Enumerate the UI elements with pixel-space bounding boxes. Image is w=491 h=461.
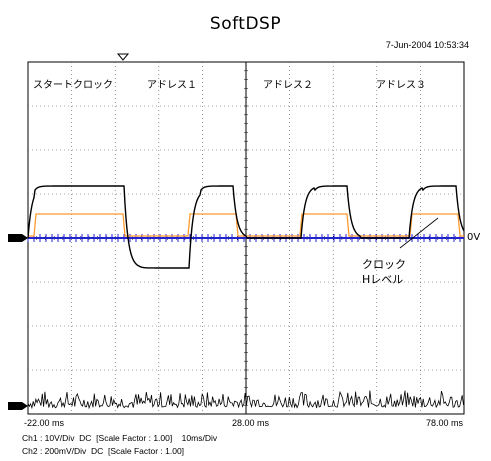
timestamp: 7-Jun-2004 10:53:34 <box>385 40 469 50</box>
label-address-3: アドレス３ <box>376 80 426 91</box>
time-right: 78.00 ms <box>426 418 464 428</box>
time-left: -22.00 ms <box>24 418 65 428</box>
label-address-1: アドレス１ <box>147 80 197 91</box>
ch1-trace <box>27 185 465 269</box>
label-zero-volt: 0V <box>467 232 481 243</box>
app-title: SoftDSP <box>209 14 282 34</box>
ch2-ground-marker-icon[interactable] <box>8 402 28 410</box>
ch2-noise-trace <box>27 390 464 410</box>
ch1-settings: Ch1 : 10V/Div DC [Scale Factor : 1.00] 1… <box>22 433 218 443</box>
label-clock: クロック <box>362 258 406 271</box>
ch2-trace <box>28 213 464 237</box>
label-h-level: Hレベル <box>362 273 404 286</box>
time-center: 28.00 ms <box>232 418 270 428</box>
label-address-2: アドレス２ <box>263 80 313 91</box>
label-start-clock: スタートクロック <box>33 80 113 91</box>
annotation-pointer <box>399 217 439 249</box>
ch2-settings: Ch2 : 200mV/Div DC [Scale Factor : 1.00] <box>22 446 185 456</box>
ch1-ground-marker-icon[interactable] <box>8 234 28 242</box>
trigger-marker-icon[interactable] <box>116 53 130 61</box>
